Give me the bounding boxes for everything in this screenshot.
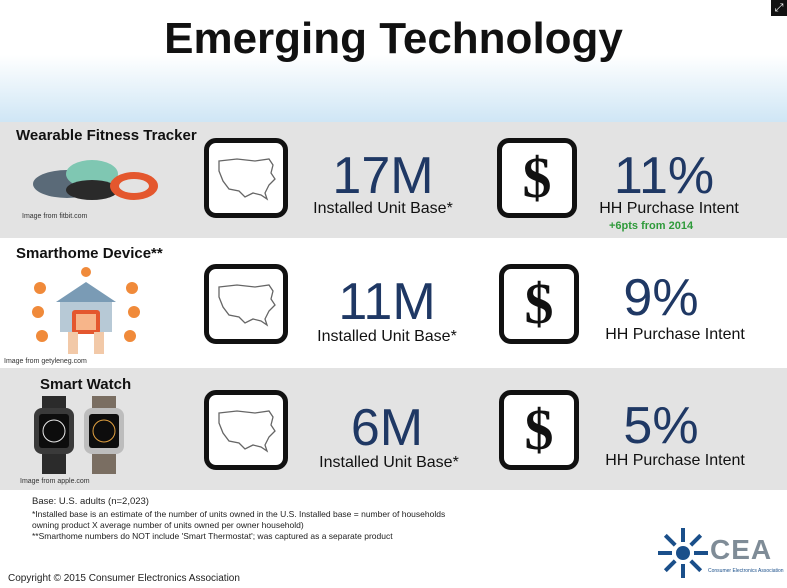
intent-label-smarthome: HH Purchase Intent [605,326,745,343]
footnote-base: Base: U.S. adults (n=2,023) [32,496,149,507]
installed-label-smartwatch: Installed Unit Base* [319,454,459,471]
intent-value-smarthome: 9% [623,269,699,327]
cea-logo-subtitle: Consumer Electronics Association [708,568,784,574]
expand-icon[interactable]: ⤢ [771,0,787,16]
smarthome-image [32,267,140,354]
footnote-installed-2: owning product X average number of units… [32,520,304,530]
us-map-icon [218,284,276,327]
intent-value-smartwatch: 5% [623,397,699,455]
row-band-smartwatch [0,368,787,490]
installed-label-fitness: Installed Unit Base* [313,200,453,217]
row-title-fitness: Wearable Fitness Tracker [16,127,197,144]
map-box-fitness [204,138,288,218]
image-credit-fitness: Image from fitbit.com [22,213,88,220]
installed-value-fitness: 17M [332,147,434,205]
map-box-smarthome [204,264,288,344]
header-gradient [0,0,787,122]
intent-label-fitness: HH Purchase Intent [599,200,739,217]
page-title: Emerging Technology [164,14,623,63]
row-band-smarthome [0,238,787,368]
installed-label-smarthome: Installed Unit Base* [317,328,457,345]
footnote-installed-1: *Installed base is an estimate of the nu… [32,509,446,519]
cea-logo-icon [658,528,708,578]
intent-change-fitness: +6pts from 2014 [609,220,694,232]
dollar-box-smarthome: $ [499,264,579,344]
installed-value-smartwatch: 6M [350,399,424,457]
installed-value-smarthome: 11M [338,273,436,331]
us-map-icon [218,410,276,453]
fitness-tracker-image [33,160,158,200]
dollar-box-smartwatch: $ [499,390,579,470]
intent-label-smartwatch: HH Purchase Intent [605,452,745,469]
cea-logo-text: CEA [710,534,773,565]
copyright: Copyright © 2015 Consumer Electronics As… [8,573,240,584]
image-credit-smarthome: Image from getyleneg.com [4,358,87,365]
row-title-smarthome: Smarthome Device** [16,245,163,262]
dollar-icon: $ [524,397,554,462]
dollar-icon: $ [524,271,554,336]
smartwatch-image [34,396,124,474]
footnotes: Base: U.S. adults (n=2,023) *Installed b… [32,496,445,542]
dollar-box-fitness: $ [497,138,577,218]
footnote-smarthome: **Smarthome numbers do NOT include 'Smar… [32,531,393,541]
dollar-icon: $ [522,145,552,210]
row-title-smartwatch: Smart Watch [40,376,132,393]
map-box-smartwatch [204,390,288,470]
intent-value-fitness: 11% [613,147,715,205]
us-map-icon [218,158,276,201]
image-credit-smartwatch: Image from apple.com [20,478,90,485]
